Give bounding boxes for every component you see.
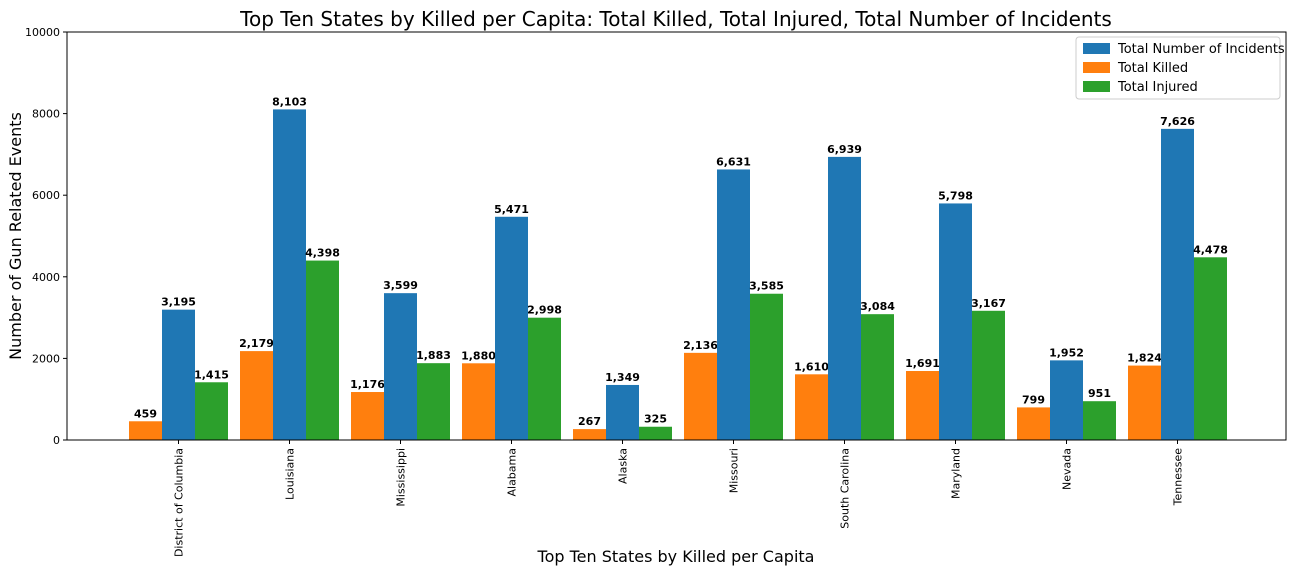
plot-area: 0 2000 4000 6000 8000 10000 459 3,195 1,415 Distr… — [25, 26, 1287, 557]
x-tick-label: Alabama — [506, 448, 519, 497]
bar-total-injured-maryland — [972, 310, 1005, 440]
bar-value-label: 459 — [134, 407, 157, 420]
bar-value-label: 3,585 — [749, 280, 784, 293]
bar-total-number-of-incidents-missouri — [717, 169, 750, 440]
bar-total-injured-district-of-columbia — [195, 382, 228, 440]
legend-label: Total Killed — [1117, 61, 1188, 76]
bar-value-label: 267 — [578, 415, 601, 428]
bar-value-label: 1,883 — [416, 349, 451, 362]
bar-value-label: 951 — [1088, 387, 1111, 400]
y-axis-label: Number of Gun Related Events — [6, 112, 25, 360]
bar-value-label: 1,610 — [794, 360, 829, 373]
bar-value-label: 5,471 — [494, 203, 529, 216]
bar-total-injured-missouri — [750, 293, 783, 440]
bar-total-number-of-incidents-alaska — [606, 384, 639, 440]
bar-total-killed-louisiana — [240, 351, 273, 440]
bar-total-injured-mississippi — [417, 363, 450, 440]
bar-total-killed-alaska — [573, 429, 606, 440]
bar-value-label: 3,167 — [971, 297, 1006, 310]
plot-frame — [66, 31, 1287, 441]
bar-value-label: 325 — [644, 413, 667, 426]
x-tick-label: South Carolina — [839, 448, 852, 529]
bar-value-label: 6,631 — [716, 155, 751, 168]
legend-box — [1075, 36, 1281, 100]
y-tick-label: 10000 — [25, 26, 60, 39]
bar-total-injured-louisiana — [306, 260, 339, 440]
bar-total-killed-mississippi — [351, 392, 384, 440]
bar-total-number-of-incidents-nevada — [1050, 360, 1083, 440]
bar-value-label: 7,626 — [1160, 115, 1195, 128]
bar-value-label: 3,084 — [860, 300, 895, 313]
x-tick-label: Tennessee — [1172, 448, 1185, 507]
bar-total-number-of-incidents-south-carolina — [828, 156, 861, 440]
y-tick-label: 4000 — [32, 271, 60, 284]
x-tick-label: Mississippi — [395, 448, 408, 507]
x-tick-label: Louisiana — [284, 448, 297, 500]
x-tick-label: Alaska — [617, 448, 630, 484]
bar-value-label: 1,952 — [1049, 346, 1084, 359]
legend-label: Total Number of Incidents — [1117, 42, 1285, 57]
bar-value-label: 2,998 — [527, 304, 562, 317]
bar-total-injured-alaska — [639, 426, 672, 440]
bar-value-label: 3,599 — [383, 279, 418, 292]
bar-value-label: 1,824 — [1127, 352, 1162, 365]
bar-total-killed-south-carolina — [795, 374, 828, 440]
bar-total-number-of-incidents-alabama — [495, 216, 528, 440]
bar-value-label: 799 — [1022, 393, 1045, 406]
bar-total-killed-district-of-columbia — [129, 421, 162, 440]
bar-value-label: 4,478 — [1193, 243, 1228, 256]
y-tick-label: 0 — [53, 434, 60, 447]
bar-total-number-of-incidents-louisiana — [273, 109, 306, 441]
bar-total-killed-tennessee — [1128, 365, 1161, 440]
bar-value-label: 3,195 — [161, 296, 196, 309]
legend-swatch-total-injured — [1083, 81, 1110, 92]
bar-total-killed-nevada — [1017, 407, 1050, 440]
bar-value-label: 1,176 — [350, 378, 385, 391]
bar-total-injured-tennessee — [1194, 257, 1227, 440]
chart-title: Top Ten States by Killed per Capita: Tot… — [239, 7, 1112, 31]
bar-value-label: 1,880 — [461, 349, 496, 362]
x-tick-label: District of Columbia — [173, 448, 186, 557]
legend-swatch-total-killed — [1083, 62, 1110, 73]
legend-swatch-total-number-of-incidents — [1083, 43, 1110, 54]
bar-value-label: 1,691 — [905, 357, 940, 370]
bar-value-label: 2,136 — [683, 339, 718, 352]
y-tick-label: 6000 — [32, 189, 60, 202]
bar-total-killed-missouri — [684, 352, 717, 440]
x-tick-label: Missouri — [728, 448, 741, 493]
bar-value-label: 4,398 — [305, 247, 340, 260]
x-tick-label: Maryland — [950, 448, 963, 499]
bar-value-label: 8,103 — [272, 95, 307, 108]
bar-total-injured-south-carolina — [861, 314, 894, 440]
bar-value-label: 1,415 — [194, 368, 229, 381]
bar-value-label: 1,349 — [605, 371, 640, 384]
legend: Total Number of Incidents Total Killed Tot… — [1075, 36, 1285, 100]
legend-label: Total Injured — [1117, 80, 1198, 95]
y-tick-label: 2000 — [32, 352, 60, 365]
bar-total-number-of-incidents-maryland — [939, 203, 972, 440]
bar-value-label: 6,939 — [827, 143, 862, 156]
bar-total-killed-alabama — [462, 363, 495, 440]
bar-total-number-of-incidents-tennessee — [1161, 128, 1194, 441]
bar-total-injured-nevada — [1083, 401, 1116, 440]
y-tick-label: 8000 — [32, 108, 60, 121]
bar-total-injured-alabama — [528, 317, 561, 440]
bar-total-number-of-incidents-mississippi — [384, 293, 417, 440]
x-tick-label: Nevada — [1061, 448, 1074, 490]
bar-value-label: 5,798 — [938, 189, 973, 202]
bar-value-label: 2,179 — [239, 337, 274, 350]
x-axis-label: Top Ten States by Killed per Capita — [537, 547, 815, 566]
bar-total-number-of-incidents-district-of-columbia — [162, 309, 195, 440]
bar-total-killed-maryland — [906, 371, 939, 440]
